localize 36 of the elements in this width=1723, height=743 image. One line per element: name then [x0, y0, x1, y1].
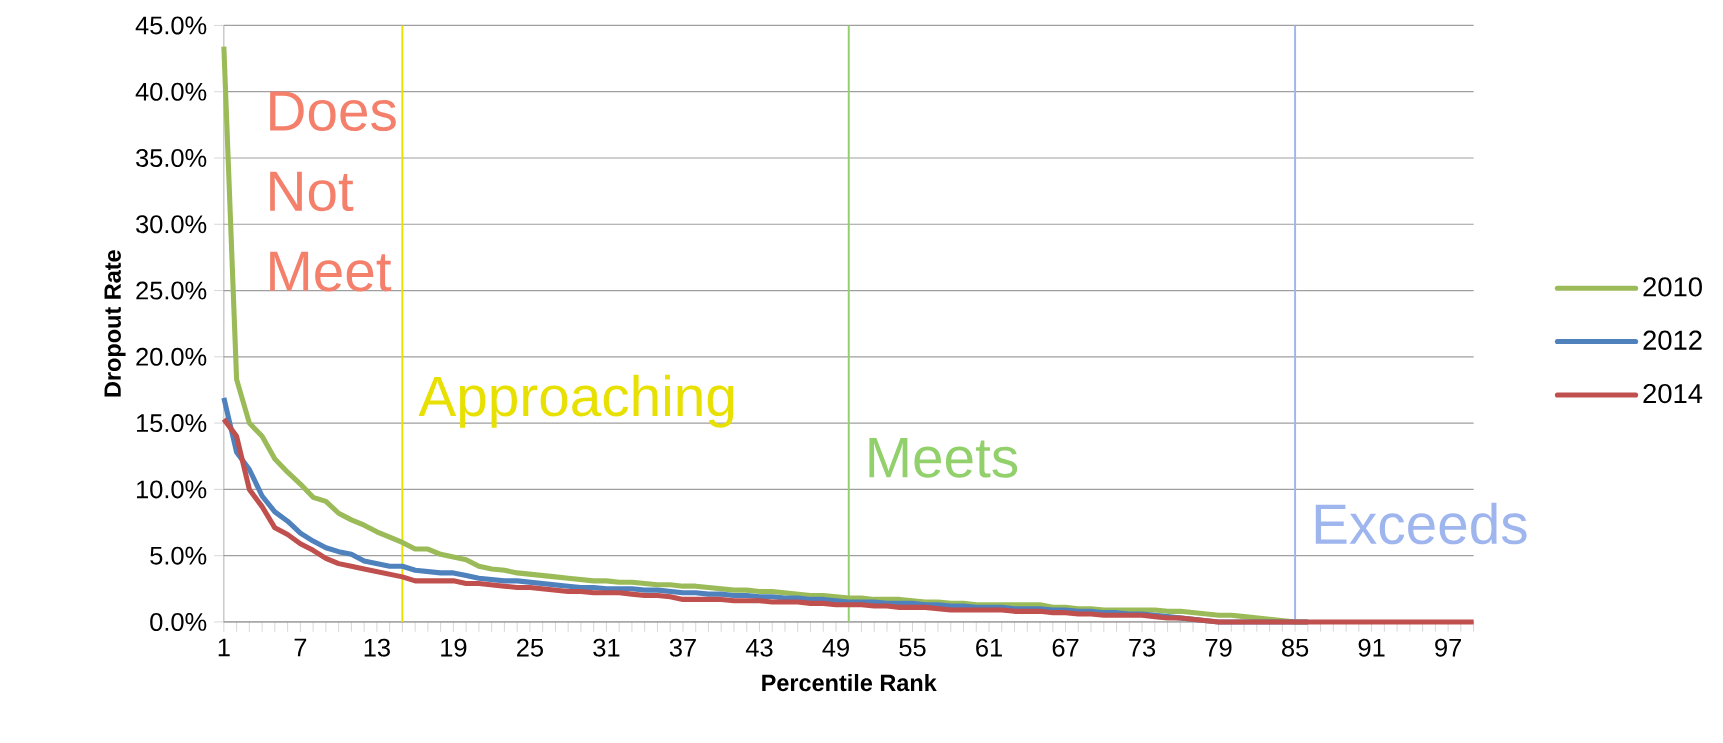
ref-line-label: Exceeds — [1315, 502, 1527, 545]
x-tick-label: 61 — [976, 638, 1002, 657]
y-tick-label: 45.0% — [135, 16, 207, 35]
x-tick-label: 67 — [1052, 638, 1079, 657]
y-tick-label: 10.0% — [137, 480, 207, 499]
x-tick-label: 79 — [1205, 638, 1232, 657]
y-tick-label: 0.0% — [150, 612, 207, 631]
y-tick-label: 5.0% — [150, 546, 207, 565]
x-tick-label: 91 — [1358, 638, 1385, 657]
y-tick-label: 15.0% — [137, 414, 207, 433]
y-tick-label: 35.0% — [136, 148, 207, 167]
x-tick-label: 1 — [218, 638, 230, 657]
ref-line-label: Meets — [869, 438, 1018, 478]
x-tick-label: 19 — [441, 638, 467, 657]
x-tick-label: 25 — [517, 638, 543, 657]
x-tick-label: 55 — [899, 638, 926, 657]
x-tick-label: 73 — [1129, 638, 1156, 657]
y-tick-label: 30.0% — [136, 215, 207, 234]
x-tick-label: 7 — [294, 638, 307, 657]
x-tick-label: 31 — [593, 638, 620, 657]
x-tick-label: 37 — [669, 638, 696, 657]
x-tick-label: 97 — [1435, 638, 1461, 657]
x-tick-label: 85 — [1282, 638, 1309, 657]
y-axis-title: Dropout Rate — [104, 250, 126, 397]
legend-label: 2010 — [1643, 277, 1702, 297]
ref-line-label: Approaching — [418, 374, 734, 428]
annotation: Does Not Meet — [270, 91, 396, 292]
y-tick-label: 20.0% — [136, 347, 207, 366]
x-tick-label: 49 — [822, 638, 849, 657]
x-tick-label: 13 — [364, 638, 390, 657]
y-tick-label: 40.0% — [135, 82, 207, 101]
y-tick-label: 25.0% — [136, 281, 207, 300]
legend-label: 2012 — [1643, 330, 1702, 350]
x-axis-title: Percentile Rank — [762, 673, 937, 692]
legend-label: 2014 — [1643, 383, 1703, 404]
x-tick-label: 43 — [745, 638, 773, 657]
